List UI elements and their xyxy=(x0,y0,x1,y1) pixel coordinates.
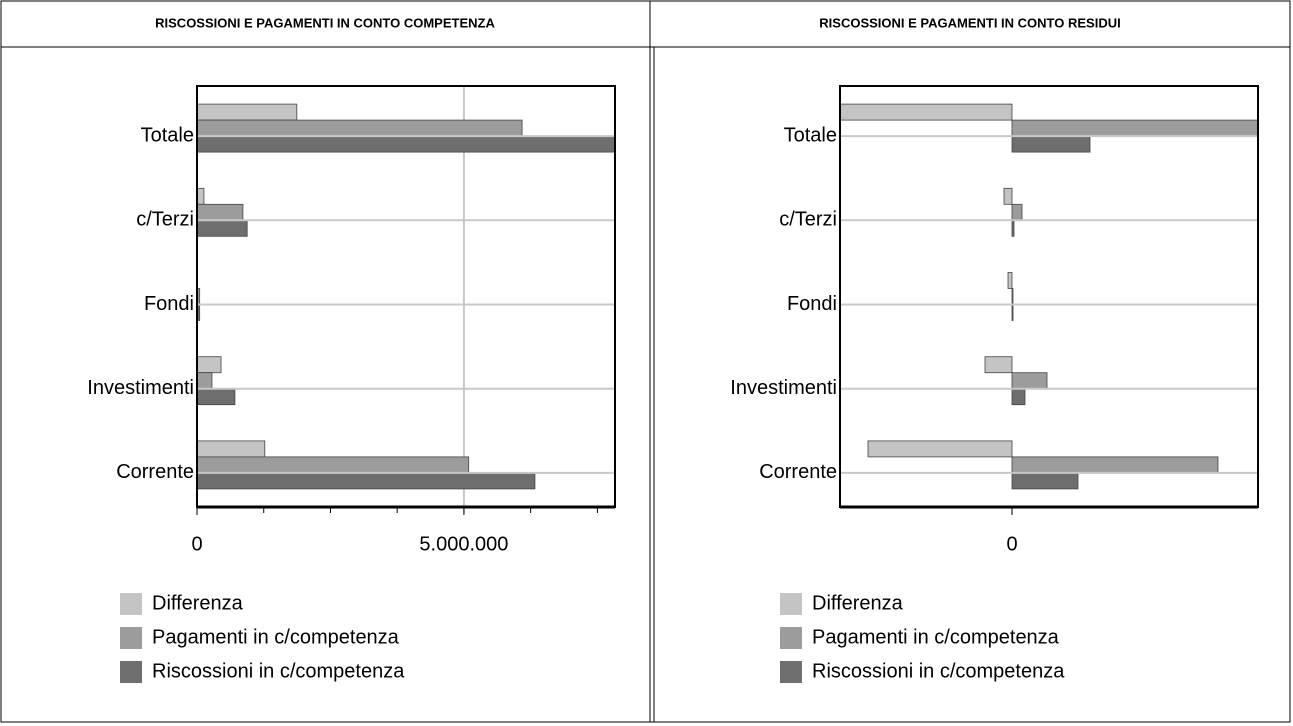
legend-label: Differenza xyxy=(812,592,904,614)
bar xyxy=(1011,372,1048,390)
bar xyxy=(1011,472,1079,490)
bar xyxy=(197,135,615,153)
category-label: c/Terzi xyxy=(779,209,837,231)
bar xyxy=(867,440,1013,458)
legend-label: Differenza xyxy=(152,592,244,614)
legend-swatch xyxy=(120,661,142,683)
legend-label: Pagamenti in c/competenza xyxy=(152,626,400,648)
panel-title: RISCOSSIONI E PAGAMENTI IN CONTO COMPETE… xyxy=(155,15,495,30)
bar xyxy=(1011,135,1091,153)
legend-label: Pagamenti in c/competenza xyxy=(812,626,1060,648)
bar xyxy=(197,119,523,137)
legend-swatch xyxy=(780,627,802,649)
bar xyxy=(1011,304,1014,321)
category-label: Investimenti xyxy=(87,377,194,399)
bar xyxy=(1011,203,1023,221)
bar xyxy=(197,440,266,458)
category-label: Fondi xyxy=(787,293,837,315)
category-label: Totale xyxy=(784,124,837,146)
bar xyxy=(197,103,298,121)
bar xyxy=(1011,288,1014,305)
legend-swatch xyxy=(780,593,802,615)
bar xyxy=(840,103,1013,121)
bar xyxy=(1003,187,1013,205)
panel-title: RISCOSSIONI E PAGAMENTI IN CONTO RESIDUI xyxy=(819,15,1120,30)
bars xyxy=(840,103,1258,490)
bar xyxy=(197,203,244,221)
bars xyxy=(197,103,615,490)
bar xyxy=(1007,272,1013,289)
bar xyxy=(197,187,205,205)
legend-label: Riscossioni in c/competenza xyxy=(152,660,405,682)
x-tick-label: 0 xyxy=(191,533,202,555)
bar xyxy=(197,219,248,237)
category-label: Investimenti xyxy=(730,377,837,399)
x-tick-label: 5.000.000 xyxy=(419,533,508,555)
category-label: Fondi xyxy=(144,293,194,315)
x-tick-label: 0 xyxy=(1006,533,1017,555)
legend-swatch xyxy=(780,661,802,683)
bar xyxy=(984,356,1013,374)
bar xyxy=(197,456,470,474)
legend-swatch xyxy=(120,593,142,615)
bar xyxy=(1011,388,1026,406)
bar xyxy=(1011,219,1015,237)
category-label: Corrente xyxy=(759,461,837,483)
legend-label: Riscossioni in c/competenza xyxy=(812,660,1065,682)
bar xyxy=(1011,456,1219,474)
category-label: Totale xyxy=(141,124,194,146)
category-label: c/Terzi xyxy=(136,209,194,231)
category-label: Corrente xyxy=(116,461,194,483)
bar xyxy=(1011,119,1258,137)
bar xyxy=(197,356,222,374)
bar xyxy=(197,372,213,390)
bar xyxy=(197,388,236,406)
bar xyxy=(197,472,536,490)
legend-swatch xyxy=(120,627,142,649)
